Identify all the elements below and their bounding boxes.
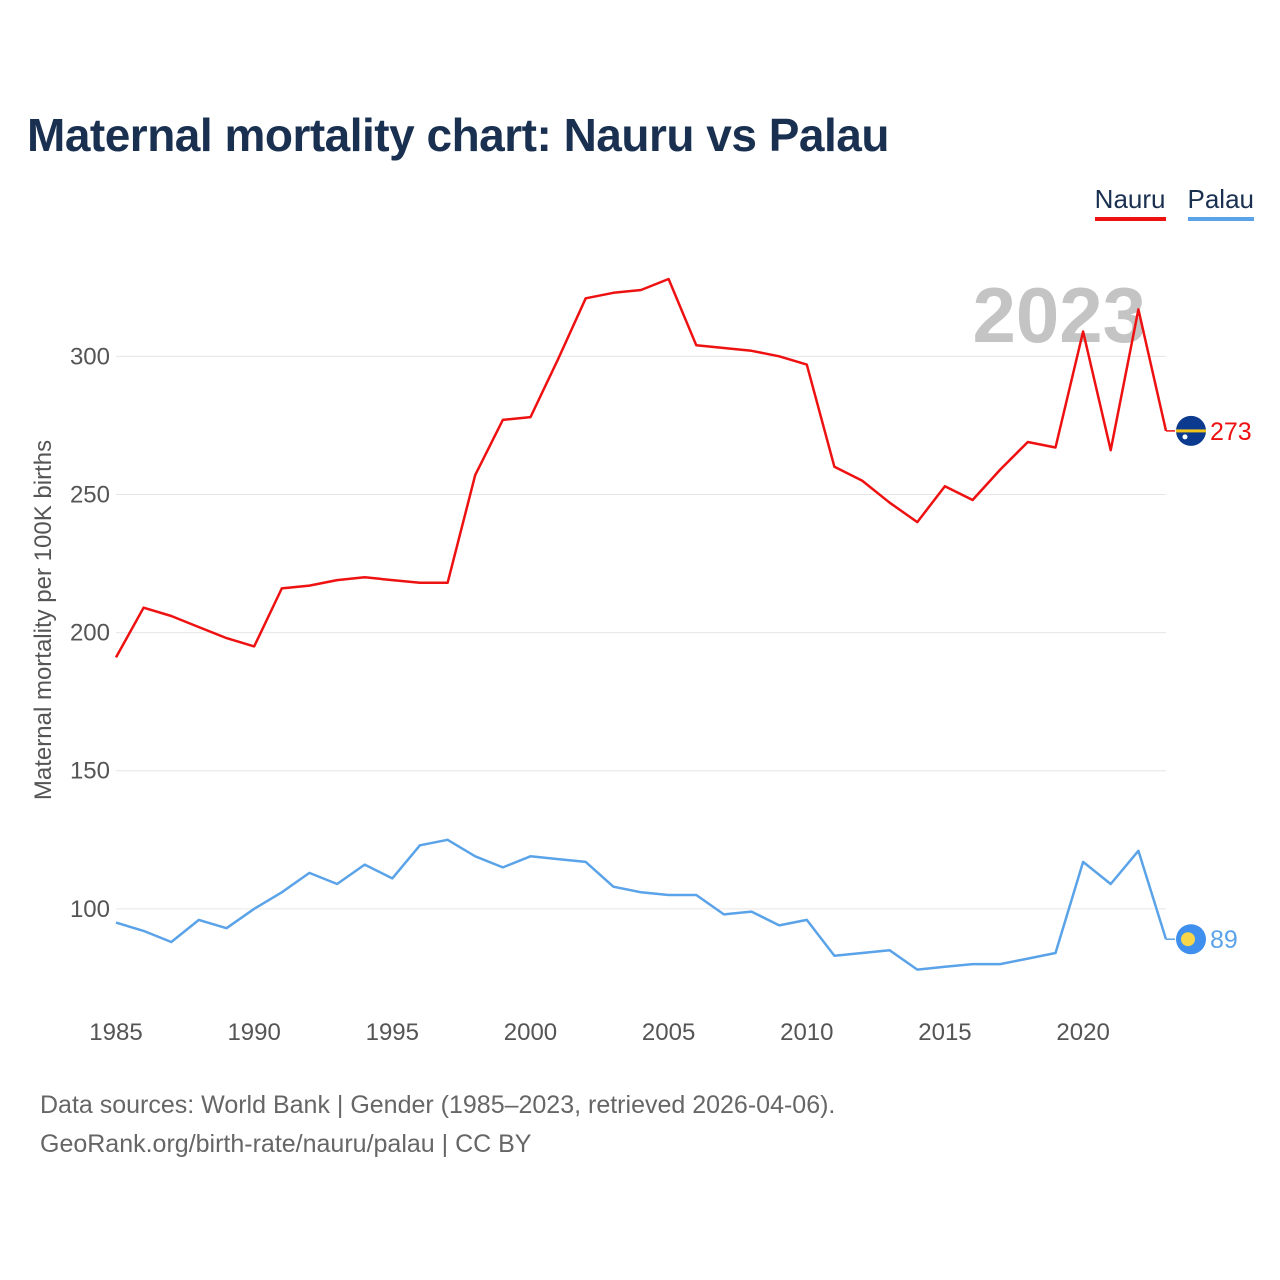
x-tick-label: 2000	[504, 1019, 557, 1046]
legend-item-nauru[interactable]: Nauru	[1094, 184, 1166, 221]
series-line-palau	[115, 838, 1168, 971]
x-tick-label: 2015	[918, 1019, 971, 1046]
y-axis-label: Maternal mortality per 100K births	[30, 440, 57, 800]
grid-lines	[116, 355, 1166, 910]
y-tick-label: 200	[70, 620, 110, 647]
x-axis-ticks: 1985 1990 1995 2000 2005 2010 2015 2020	[89, 1019, 1109, 1046]
end-value-nauru: 273	[1210, 418, 1252, 446]
end-markers: 273 89	[1166, 415, 1252, 955]
x-tick-label: 2010	[780, 1019, 833, 1046]
nauru-flag-star	[1182, 434, 1188, 440]
series-layer	[114, 277, 1168, 971]
chart-title: Maternal mortality chart: Nauru vs Palau	[27, 109, 889, 161]
x-tick-label: 2005	[642, 1019, 695, 1046]
y-axis-ticks: 100 150 200 250 300	[70, 343, 110, 923]
legend-item-palau[interactable]: Palau	[1187, 184, 1254, 221]
x-tick-label: 2020	[1056, 1019, 1109, 1046]
y-tick-label: 300	[70, 343, 110, 370]
y-tick-label: 100	[70, 896, 110, 923]
year-watermark: 2023	[972, 271, 1146, 359]
source-link[interactable]: GeoRank.org/birth-rate/nauru/palau | CC …	[40, 1130, 532, 1158]
palau-flag-icon	[1176, 924, 1206, 955]
y-tick-label: 250	[70, 481, 110, 508]
data-source-note: Data sources: World Bank | Gender (1985–…	[40, 1091, 836, 1119]
y-tick-label: 150	[70, 758, 110, 785]
nauru-flag-icon	[1176, 415, 1206, 446]
palau-flag-disc	[1181, 932, 1195, 947]
x-tick-label: 1985	[89, 1019, 142, 1046]
legend: Nauru Palau	[1094, 184, 1254, 221]
footer: Data sources: World Bank | Gender (1985–…	[40, 1086, 835, 1164]
series-line-nauru	[114, 277, 1168, 659]
x-tick-label: 1990	[227, 1019, 280, 1046]
nauru-flag-stripe	[1176, 429, 1206, 433]
end-value-palau: 89	[1210, 926, 1238, 954]
x-tick-label: 1995	[366, 1019, 419, 1046]
